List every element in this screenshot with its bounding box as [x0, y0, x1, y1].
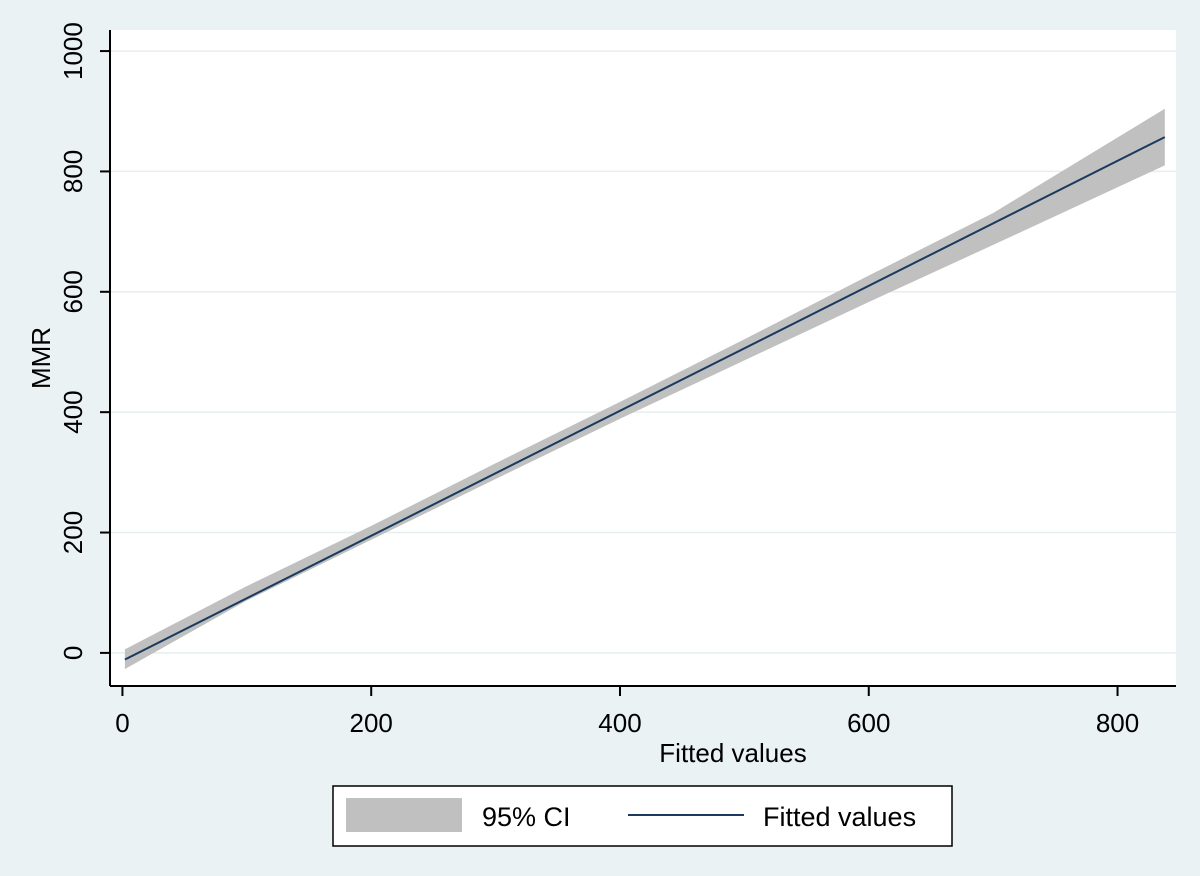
y-tick-label-1: 200	[58, 511, 88, 554]
legend-label-fitted: Fitted values	[763, 802, 916, 832]
y-tick-label-3: 600	[58, 270, 88, 313]
y-tick-label-2: 400	[58, 390, 88, 433]
x-tick-label-2: 400	[598, 708, 641, 738]
y-axis-title: MMR	[26, 327, 56, 389]
axes: 0 200 400 600 800 1000 0 200 400 600 800	[58, 22, 1176, 738]
x-tick-label-0: 0	[115, 708, 129, 738]
legend: 95% CI Fitted values	[332, 785, 953, 847]
x-tick-label-3: 600	[847, 708, 890, 738]
legend-label-ci: 95% CI	[482, 802, 571, 832]
gridlines	[110, 50, 1176, 654]
y-tick-label-0: 0	[58, 646, 88, 660]
y-tick-label-4: 800	[58, 150, 88, 193]
legend-swatch-ci	[346, 798, 462, 832]
x-axis-title: Fitted values	[659, 738, 806, 768]
x-tick-label-4: 800	[1096, 708, 1139, 738]
series-layer	[124, 108, 1166, 670]
fitted-line	[124, 136, 1166, 661]
y-tick-label-5: 1000	[58, 22, 88, 80]
x-tick-label-1: 200	[350, 708, 393, 738]
